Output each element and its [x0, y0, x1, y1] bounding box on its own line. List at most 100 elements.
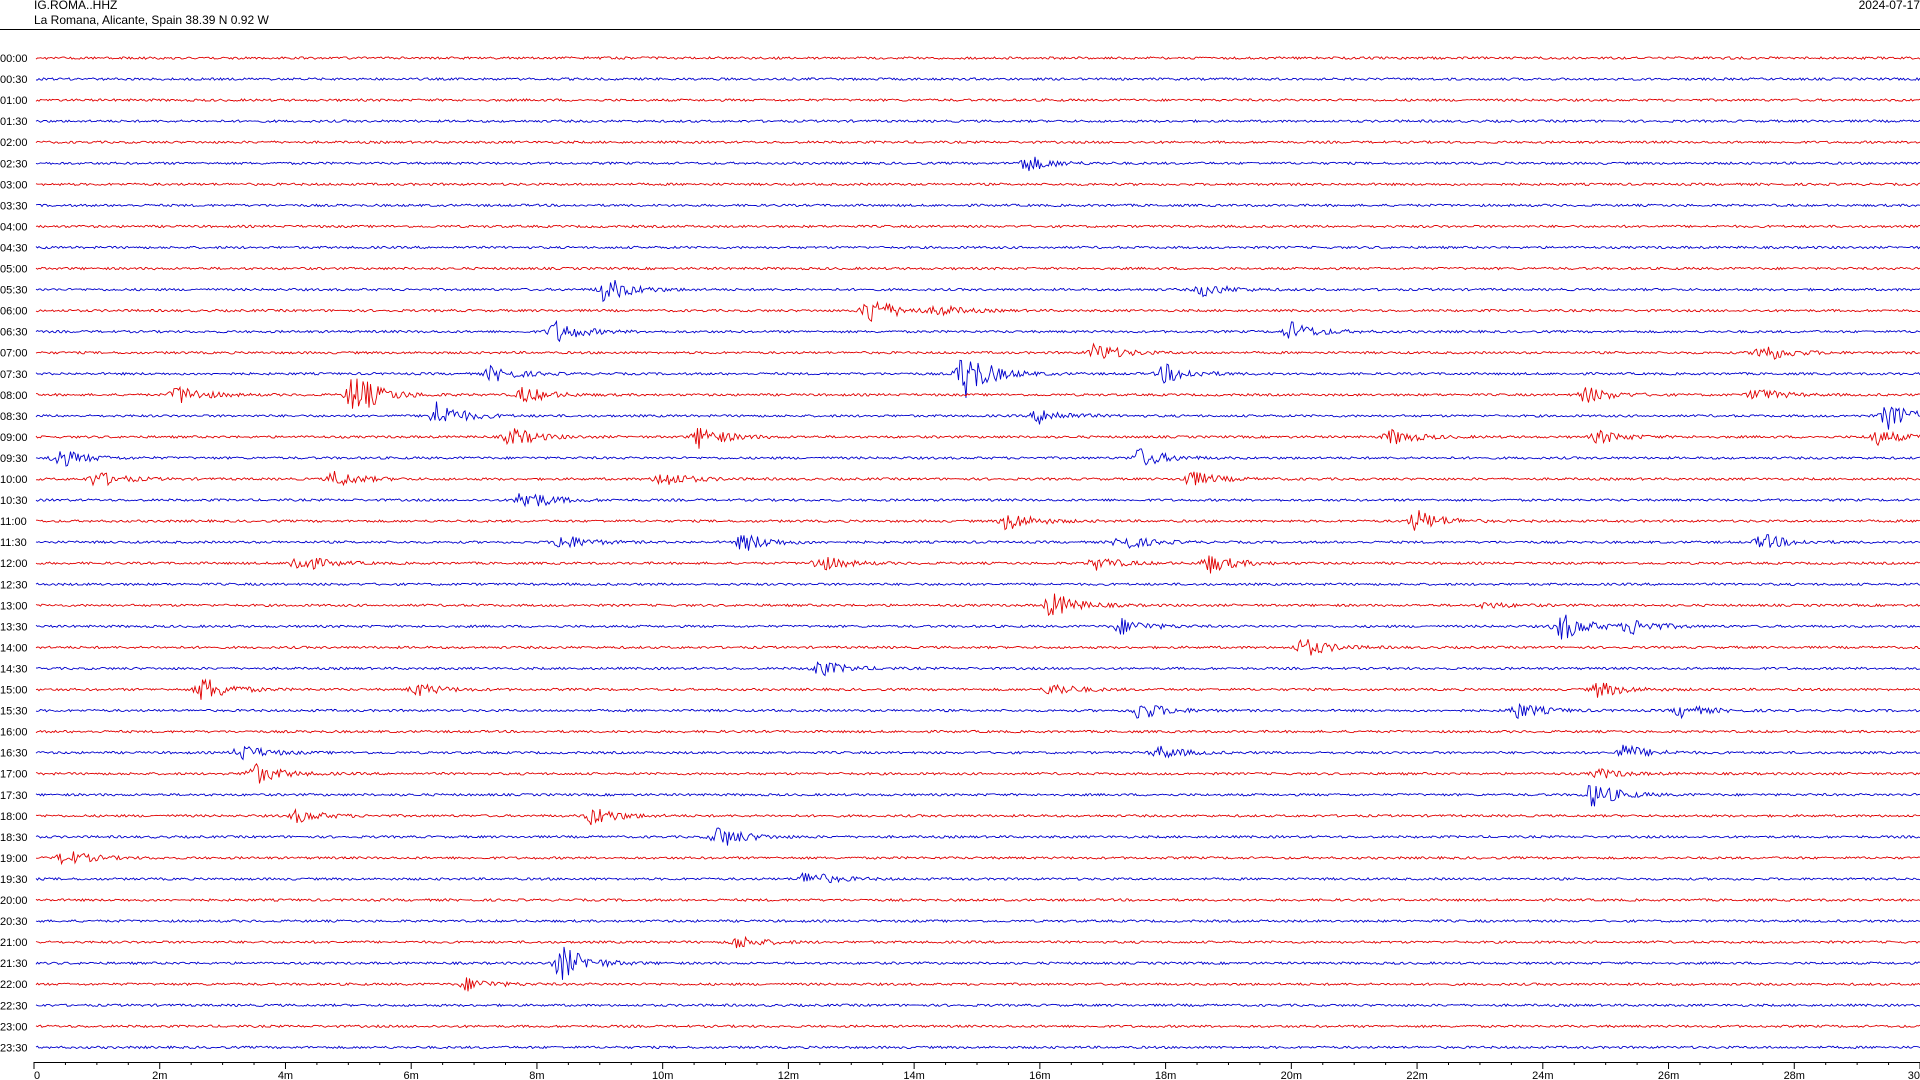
trace-1000 [35, 471, 1920, 487]
trace-0830 [35, 401, 1920, 430]
x-tick-label: 8m [529, 1070, 544, 1080]
trace-0200 [35, 140, 1920, 145]
row-label: 16:30 [0, 748, 28, 760]
trace-0130 [35, 119, 1920, 124]
x-axis: 0 2m 4m 6m 8m 10m 12m 14m 16m 18m 20m 22m 24m 26m 28m 3… [33, 1062, 1920, 1080]
row-label: 07:00 [0, 348, 28, 360]
row-label: 13:30 [0, 621, 28, 633]
trace-1100 [36, 510, 1920, 531]
trace-1500 [35, 678, 1920, 700]
row-label-group: 00:00 00:30 01:00 01:30 02:00 02:30 03:00 03:30… [0, 53, 28, 1054]
trace-0730 [35, 359, 1920, 398]
row-label: 02:30 [0, 158, 28, 170]
row-label: 19:00 [0, 853, 28, 865]
row-label: 21:00 [0, 937, 28, 949]
trace-1530 [35, 702, 1920, 720]
trace-group [35, 56, 1920, 1050]
row-label: 10:30 [0, 495, 28, 507]
trace-0330 [35, 203, 1920, 208]
station-location: La Romana, Alicante, Spain 38.39 N 0.92 … [34, 13, 269, 27]
trace-2200 [35, 977, 1920, 992]
row-label: 05:00 [0, 264, 28, 276]
x-tick-label: 18m [1155, 1070, 1176, 1080]
row-label: 00:00 [0, 53, 28, 65]
row-label: 21:30 [0, 958, 28, 970]
row-label: 17:00 [0, 769, 28, 781]
trace-0600 [35, 300, 1920, 323]
row-label: 12:00 [0, 558, 28, 570]
x-tick-label: 26m [1658, 1070, 1679, 1080]
row-label: 08:00 [0, 390, 28, 402]
row-label: 19:30 [0, 874, 28, 886]
record-date: 2024-07-17 [1859, 0, 1920, 12]
row-label: 13:00 [0, 600, 28, 612]
trace-0700 [35, 342, 1920, 360]
row-label: 14:30 [0, 663, 28, 675]
row-label: 14:00 [0, 642, 28, 654]
trace-0000 [35, 56, 1920, 61]
trace-2230 [35, 1003, 1920, 1008]
x-tick-label: 20m [1281, 1070, 1302, 1080]
row-label: 15:30 [0, 706, 28, 718]
row-label: 06:00 [0, 306, 28, 318]
row-label: 05:30 [0, 285, 28, 297]
trace-1200 [35, 555, 1920, 574]
row-label: 01:00 [0, 95, 28, 107]
trace-1430 [35, 661, 1920, 677]
trace-0300 [35, 182, 1920, 187]
row-label: 08:30 [0, 411, 28, 423]
row-label: 03:00 [0, 179, 28, 191]
row-label: 16:00 [0, 727, 28, 739]
row-label: 03:30 [0, 200, 28, 212]
row-label: 11:30 [0, 537, 27, 549]
trace-1630 [35, 744, 1920, 761]
x-tick-label: 22m [1406, 1070, 1427, 1080]
trace-1230 [35, 582, 1920, 587]
row-label: 15:00 [0, 685, 28, 697]
x-tick-label: 4m [278, 1070, 293, 1080]
row-label: 00:30 [0, 74, 28, 86]
trace-1300 [35, 593, 1920, 617]
x-tick-label: 6m [404, 1070, 419, 1080]
x-tick-label: 30 [1908, 1070, 1920, 1080]
row-label: 10:00 [0, 474, 28, 486]
row-label: 04:30 [0, 242, 28, 254]
trace-0630 [35, 319, 1920, 343]
row-label: 23:00 [0, 1021, 28, 1033]
trace-1900 [35, 851, 1920, 866]
station-id: IG.ROMA..HHZ [34, 0, 117, 12]
trace-1600 [35, 729, 1920, 734]
trace-2100 [35, 935, 1920, 949]
row-label: 20:00 [0, 895, 28, 907]
trace-2330 [35, 1045, 1920, 1050]
row-label: 18:00 [0, 811, 28, 823]
trace-1130 [35, 534, 1920, 551]
x-tick-label: 12m [778, 1070, 799, 1080]
x-tick-label: 10m [652, 1070, 673, 1080]
trace-0930 [35, 448, 1920, 467]
row-label: 22:30 [0, 1000, 28, 1012]
trace-0400 [35, 224, 1920, 229]
row-label: 12:30 [0, 579, 28, 591]
x-tick-label: 14m [903, 1070, 924, 1080]
trace-0030 [36, 77, 1920, 81]
row-label: 17:30 [0, 790, 28, 802]
trace-0230 [35, 156, 1920, 172]
row-label: 09:00 [0, 432, 28, 444]
trace-0500 [35, 266, 1920, 271]
trace-2300 [35, 1024, 1920, 1029]
row-label: 23:30 [0, 1042, 28, 1054]
row-label: 22:00 [0, 979, 28, 991]
trace-0900 [35, 427, 1920, 449]
trace-1830 [35, 827, 1920, 846]
x-tick-label: 2m [152, 1070, 167, 1080]
trace-0100 [35, 98, 1920, 103]
trace-1930 [35, 871, 1920, 884]
trace-2000 [35, 898, 1920, 902]
x-tick-label: 28m [1784, 1070, 1805, 1080]
trace-0530 [35, 280, 1920, 303]
trace-1730 [35, 785, 1920, 807]
row-label: 11:00 [0, 516, 27, 528]
row-label: 18:30 [0, 832, 28, 844]
